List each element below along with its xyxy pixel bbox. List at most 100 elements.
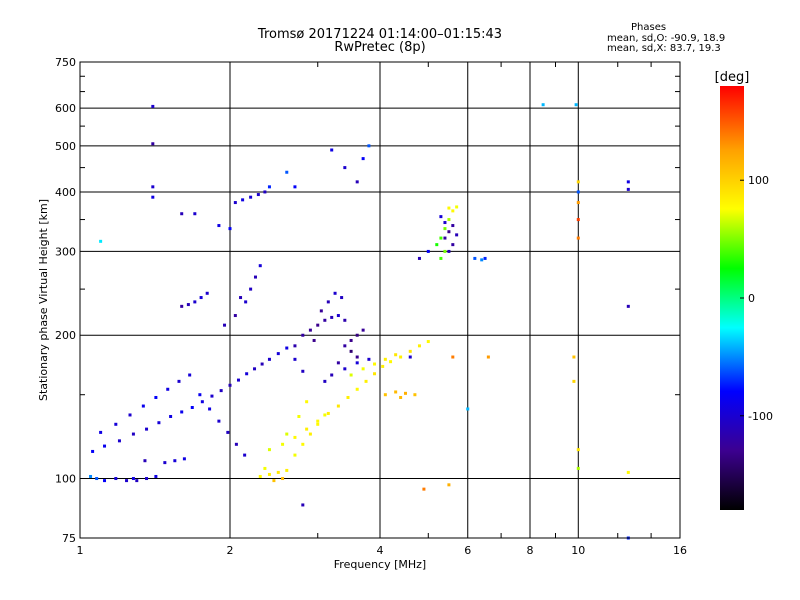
x-tick-label: 10 <box>571 544 585 557</box>
data-point <box>447 483 451 487</box>
data-point <box>173 459 177 463</box>
data-point <box>451 209 455 213</box>
data-point <box>244 300 248 304</box>
data-point <box>308 432 312 436</box>
data-point <box>180 410 184 414</box>
data-point <box>361 328 365 332</box>
data-point <box>541 103 545 107</box>
data-point <box>576 201 580 205</box>
data-point <box>576 180 580 184</box>
data-point <box>373 362 377 366</box>
data-point <box>272 479 276 483</box>
data-point <box>308 328 312 332</box>
data-point <box>163 461 167 465</box>
data-point <box>343 344 347 348</box>
data-point <box>383 357 387 361</box>
data-point <box>95 477 99 481</box>
data-point <box>135 479 139 483</box>
data-point <box>151 185 155 189</box>
data-point <box>208 407 212 411</box>
data-point <box>233 314 237 318</box>
data-point <box>336 361 340 365</box>
data-point <box>340 296 344 300</box>
data-point <box>417 344 421 348</box>
data-point <box>355 355 359 359</box>
data-point <box>447 218 451 222</box>
data-point <box>276 470 280 474</box>
phases-x-stats: mean, sd,X: 83.7, 19.3 <box>607 43 721 54</box>
data-point <box>226 430 230 434</box>
data-point <box>355 387 359 391</box>
data-point <box>125 479 129 483</box>
data-point <box>426 249 430 253</box>
data-point <box>154 395 158 399</box>
data-point <box>233 201 237 205</box>
data-point <box>166 387 170 391</box>
data-point <box>330 315 334 319</box>
data-point <box>389 360 393 364</box>
data-point <box>572 355 576 359</box>
data-point <box>355 361 359 365</box>
data-point <box>249 195 253 199</box>
data-point <box>114 477 118 481</box>
y-tick-label: 750 <box>55 56 76 69</box>
data-point <box>364 379 368 383</box>
data-point <box>417 256 421 260</box>
data-point <box>103 479 107 483</box>
data-point <box>267 357 271 361</box>
phases-o-stats: mean, sd,O: -90.9, 18.9 <box>607 33 726 44</box>
data-point <box>143 459 147 463</box>
y-tick-label: 75 <box>62 532 76 545</box>
data-point <box>455 205 459 209</box>
data-point <box>312 338 316 342</box>
data-point <box>447 249 451 253</box>
data-point <box>572 379 576 383</box>
data-point <box>443 227 447 231</box>
data-point <box>343 318 347 322</box>
chart-subtitle: RwPretec (8p) <box>334 40 426 55</box>
data-point <box>301 369 305 373</box>
data-point <box>343 367 347 371</box>
data-point <box>381 364 385 368</box>
data-point <box>285 468 289 472</box>
data-point <box>258 264 262 268</box>
data-point <box>576 218 580 222</box>
data-point <box>198 393 202 397</box>
data-point <box>103 444 107 448</box>
data-point <box>228 227 232 231</box>
data-point <box>576 448 580 452</box>
data-point <box>200 400 204 404</box>
data-point <box>267 448 271 452</box>
data-point <box>439 215 443 219</box>
data-point <box>408 355 412 359</box>
data-point <box>466 407 470 411</box>
y-tick-label: 600 <box>55 102 76 115</box>
data-point <box>267 472 271 476</box>
data-point <box>373 372 377 376</box>
data-point <box>145 427 149 431</box>
axis-ticks: 1 2 4 6 8 10 16 75 100 200 300 400 500 600 750 <box>55 56 687 557</box>
data-point <box>243 453 247 457</box>
data-point <box>576 190 580 194</box>
data-point <box>439 256 443 260</box>
x-tick-label: 16 <box>673 544 687 557</box>
data-point <box>451 243 455 247</box>
data-point <box>451 355 455 359</box>
data-point <box>336 314 340 318</box>
x-axis-title: Frequency [MHz] <box>334 558 426 571</box>
data-point <box>301 442 305 446</box>
data-point <box>626 180 630 184</box>
data-point <box>141 404 145 408</box>
data-point <box>267 185 271 189</box>
x-tick-label: 8 <box>527 544 534 557</box>
data-point <box>293 344 297 348</box>
data-point <box>346 395 350 399</box>
data-point <box>443 249 447 253</box>
data-point <box>443 236 447 240</box>
data-point <box>394 390 398 394</box>
data-point <box>443 221 447 225</box>
data-point <box>285 346 289 350</box>
data-point <box>422 487 426 491</box>
data-point <box>330 148 334 152</box>
y-tick-label: 300 <box>55 245 76 258</box>
